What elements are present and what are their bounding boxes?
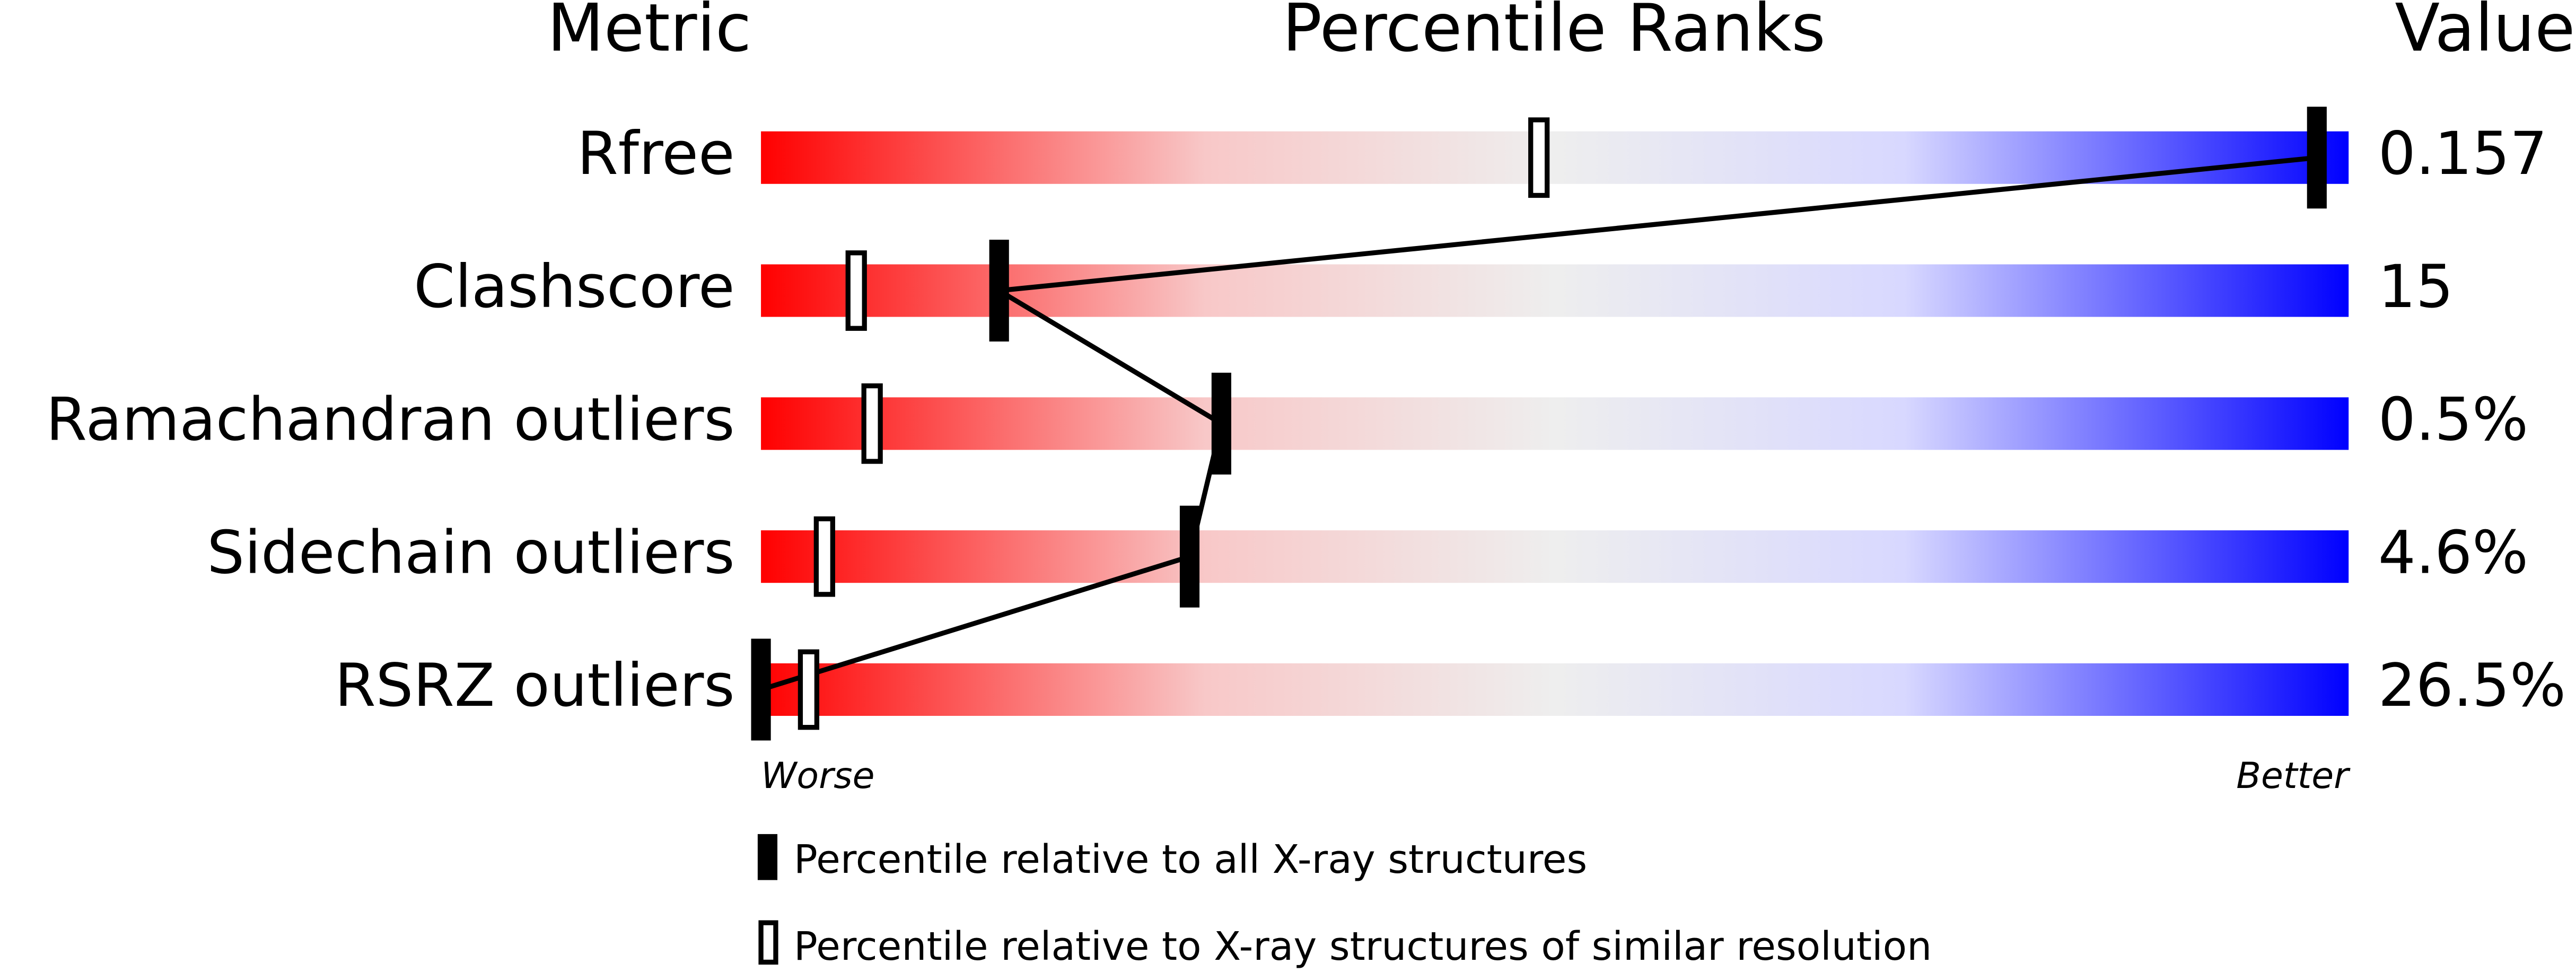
metric-label: Ramachandran outliers xyxy=(46,386,735,454)
metric-label: Sidechain outliers xyxy=(207,519,734,587)
similar-resolution-marker xyxy=(845,250,867,331)
all-structures-marker xyxy=(989,240,1009,342)
all-structures-marker xyxy=(751,638,771,741)
similar-resolution-marker xyxy=(798,649,820,730)
header: Metric xyxy=(547,0,751,67)
all-structures-marker xyxy=(1179,505,1200,608)
metric-label: RSRZ outliers xyxy=(335,652,734,720)
header: Value xyxy=(2395,0,2575,67)
percentile-bar xyxy=(761,530,2349,583)
axis-label: Worse xyxy=(761,755,874,797)
axis-label: Better xyxy=(2236,755,2351,797)
metric-value: 15 xyxy=(2378,253,2454,321)
similar-resolution-marker xyxy=(861,383,883,464)
similar-resolution-marker xyxy=(813,516,835,597)
percentile-bar xyxy=(761,397,2349,450)
percentile-bar xyxy=(761,131,2349,184)
metric-value: 4.6% xyxy=(2378,519,2528,587)
legend-swatch xyxy=(757,834,778,880)
header: Percentile Ranks xyxy=(1282,0,1825,67)
metric-value: 0.5% xyxy=(2378,386,2528,454)
similar-resolution-marker xyxy=(1528,117,1550,198)
legend-swatch xyxy=(758,920,778,965)
all-structures-marker xyxy=(1211,372,1231,475)
percentile-bar xyxy=(761,663,2349,716)
metric-value: 0.157 xyxy=(2378,120,2547,188)
legend-label: Percentile relative to all X-ray structu… xyxy=(794,836,1587,882)
metric-label: Rfree xyxy=(577,120,734,188)
metric-label: Clashscore xyxy=(414,253,734,321)
all-structures-marker xyxy=(2307,107,2327,209)
legend-label: Percentile relative to X-ray structures … xyxy=(794,923,1932,969)
metric-value: 26.5% xyxy=(2378,652,2566,720)
